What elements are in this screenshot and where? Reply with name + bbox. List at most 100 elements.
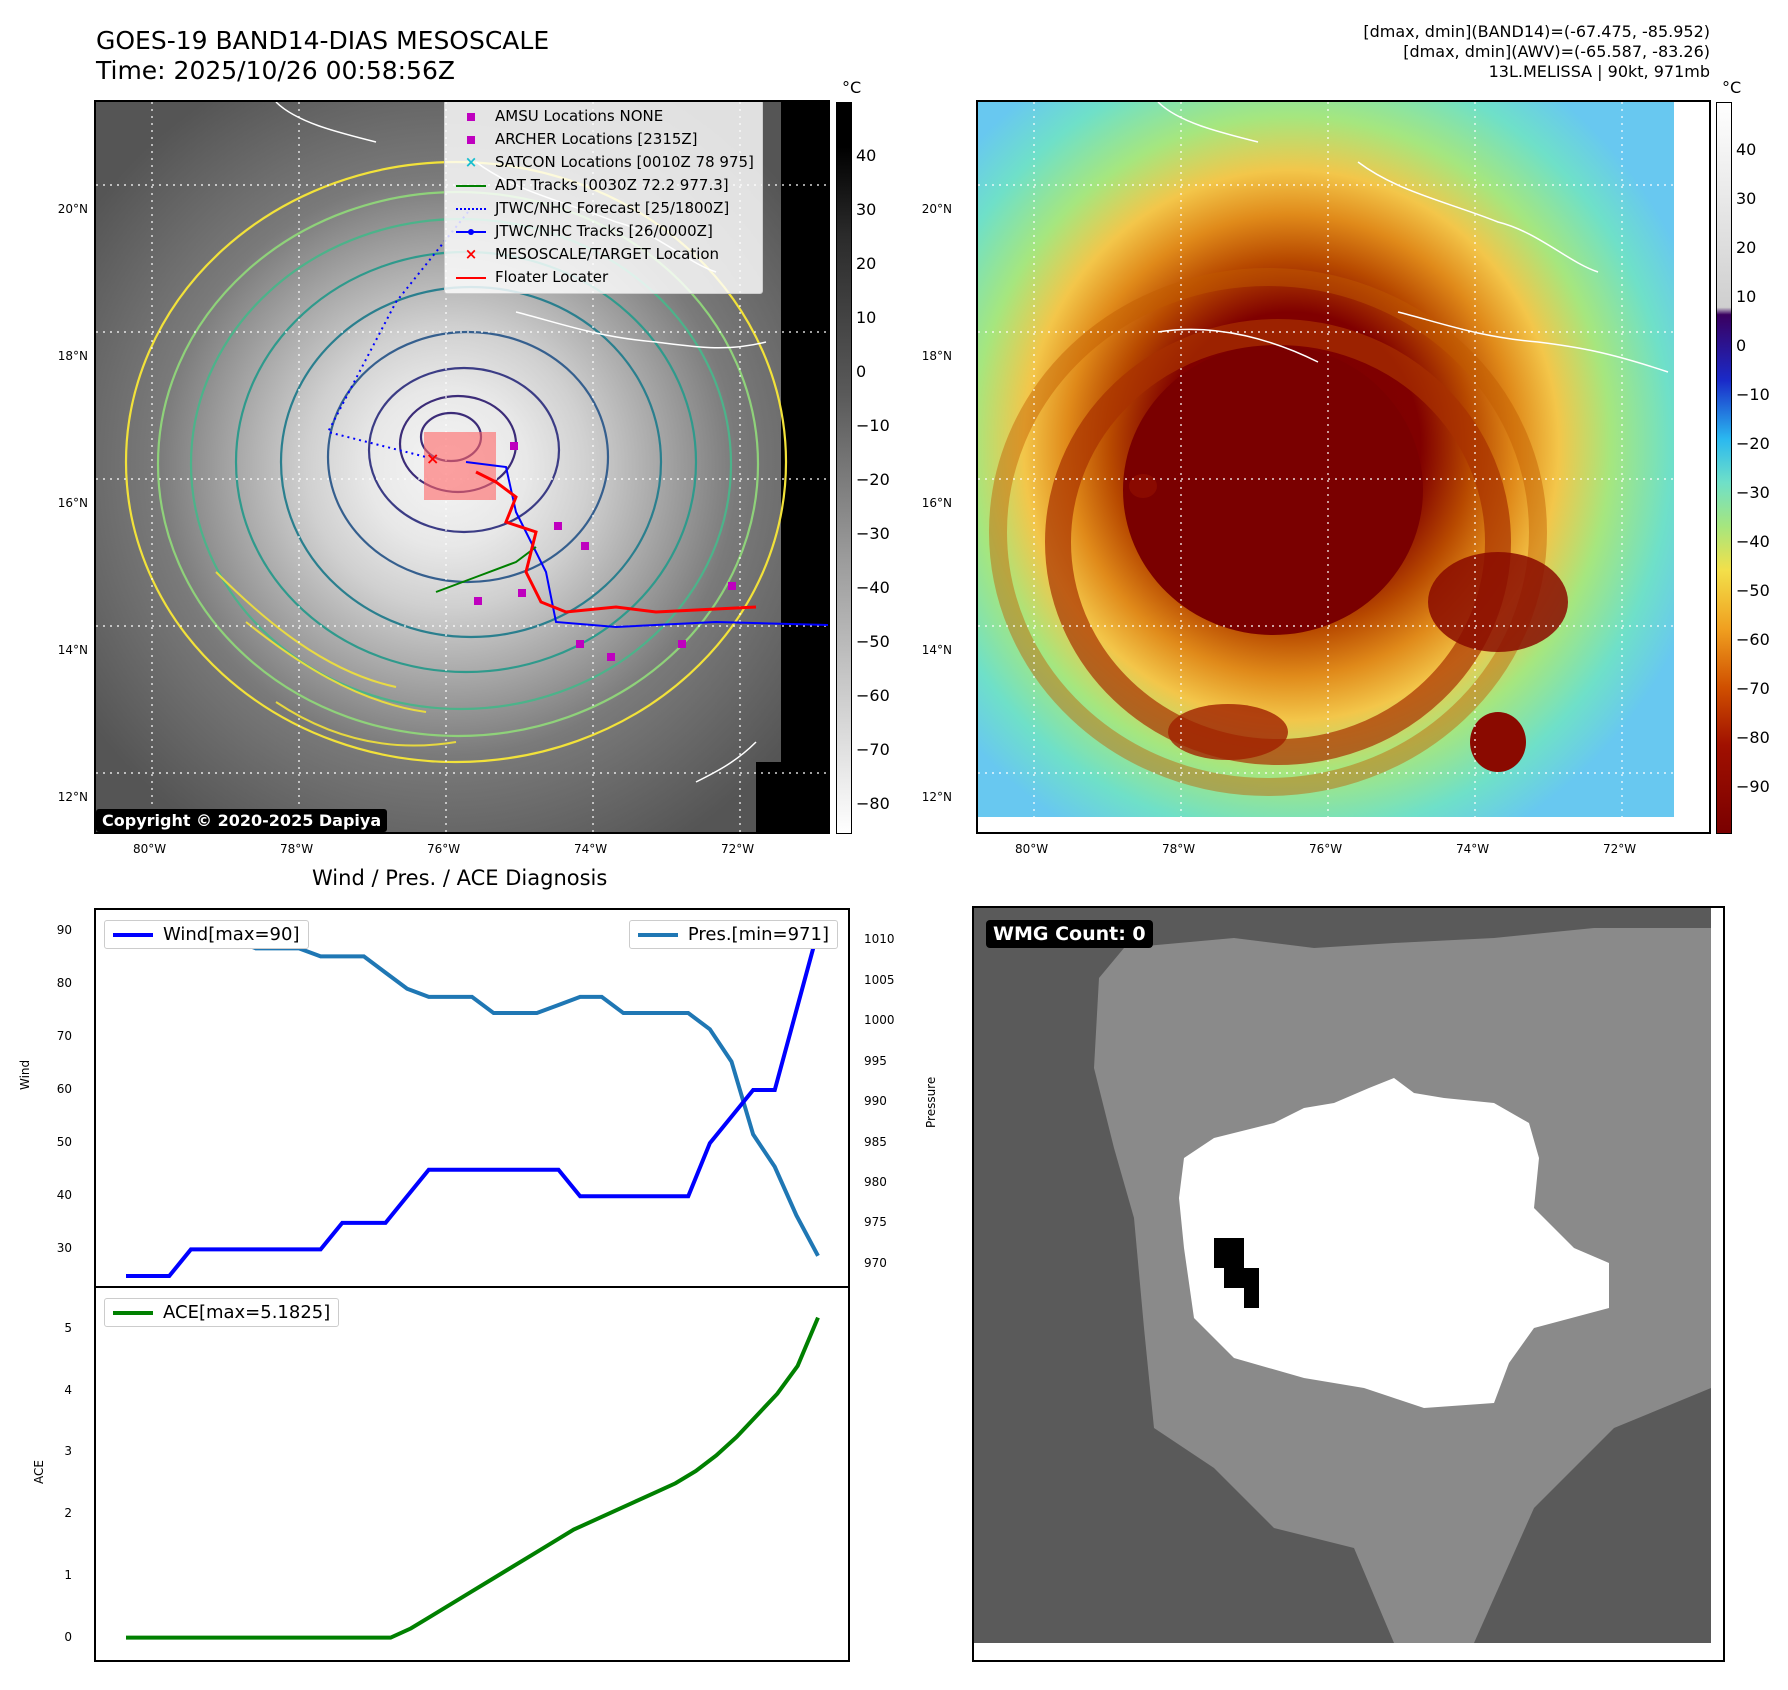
ir-lon-label: 80°W	[133, 842, 167, 856]
copyright-label: Copyright © 2020-2025 Dapiya	[96, 809, 388, 832]
legend-item-amsu: AMSU Locations NONE	[453, 105, 754, 128]
colorbar-tick-label: 20	[1736, 238, 1757, 257]
wind-pressure-plot: Wind[max=90] Pres.[min=971]	[94, 908, 850, 1288]
colorbar-tick-label: −40	[856, 578, 890, 597]
colorbar-tick-label: 30	[856, 200, 877, 219]
stats-line1: [dmax, dmin](BAND14)=(-67.475, -85.952)	[1363, 22, 1710, 41]
stats-line2: [dmax, dmin](AWV)=(-65.587, -83.26)	[1403, 42, 1710, 61]
ir-satellite-panel: × AMSU Locations NONE ARCHER Locations […	[94, 100, 830, 834]
pressure-tick-label: 1000	[864, 1013, 895, 1028]
ir-legend: AMSU Locations NONE ARCHER Locations [23…	[444, 102, 763, 294]
wmg-image	[974, 908, 1711, 1643]
wind-series-line	[126, 930, 820, 1278]
pressure-tick-label: 990	[864, 1094, 887, 1109]
pressure-series-line	[126, 930, 820, 1257]
ace-tick-label: 5	[64, 1320, 72, 1335]
colorbar-tick-label: −80	[1736, 728, 1770, 747]
wind-tick-label: 80	[56, 975, 72, 990]
wind-tick-label: 90	[56, 922, 72, 937]
colorbar-tick-label: −10	[1736, 385, 1770, 404]
colorbar-tick-label: −30	[856, 524, 890, 543]
pressure-legend-label: Pres.[min=971]	[687, 924, 829, 945]
ace-axis-label: ACE	[32, 1460, 46, 1484]
colorbar-tick-label: 10	[856, 308, 877, 327]
wmg-count-label: WMG Count: 0	[986, 920, 1153, 948]
colorbar-tick-label: −70	[1736, 679, 1770, 698]
colorbar-tick-label: 20	[856, 254, 877, 273]
colorbar-tick-label: 0	[1736, 336, 1747, 355]
awv-lat-label: 18°N	[921, 349, 952, 363]
awv-colorbar-unit: °C	[1722, 78, 1742, 97]
pressure-tick-label: 995	[864, 1053, 887, 1068]
colorbar-tick-label: −80	[856, 794, 890, 813]
wind-tick-label: 60	[56, 1082, 72, 1097]
pressure-tick-label: 970	[864, 1255, 887, 1270]
awv-lat-label: 12°N	[921, 790, 952, 804]
legend-item-target: × MESOSCALE/TARGET Location	[464, 245, 720, 263]
legend-item-jtwc-forecast: JTWC/NHC Forecast [25/1800Z]	[453, 197, 754, 220]
pressure-legend: Pres.[min=971]	[628, 920, 838, 949]
wmg-panel: WMG Count: 0	[972, 906, 1725, 1662]
pressure-axis-label: Pressure	[924, 1076, 938, 1128]
awv-lat-label: 20°N	[921, 202, 952, 216]
ir-lon-label: 78°W	[280, 842, 314, 856]
awv-colorbar	[1716, 102, 1732, 834]
ir-lon-label: 76°W	[427, 842, 461, 856]
figure-stats: [dmax, dmin](BAND14)=(-67.475, -85.952) …	[1363, 22, 1710, 82]
colorbar-tick-label: −40	[1736, 532, 1770, 551]
stats-line3: 13L.MELISSA | 90kt, 971mb	[1488, 62, 1710, 81]
ir-lat-label: 14°N	[57, 643, 88, 657]
ace-tick-label: 1	[64, 1567, 72, 1582]
awv-image	[978, 102, 1709, 832]
diagnosis-title: Wind / Pres. / ACE Diagnosis	[312, 866, 608, 890]
pressure-tick-label: 980	[864, 1174, 887, 1189]
colorbar-tick-label: 40	[856, 146, 877, 165]
ir-lon-label: 74°W	[574, 842, 608, 856]
legend-item-jtwc-tracks: JTWC/NHC Tracks [26/0000Z]	[453, 220, 754, 243]
target-marker: ×	[426, 449, 439, 468]
ace-legend: ACE[max=5.1825]	[104, 1298, 340, 1327]
ir-lat-label: 12°N	[57, 790, 88, 804]
colorbar-tick-label: −50	[1736, 581, 1770, 600]
colorbar-tick-label: −90	[1736, 777, 1770, 796]
figure-title: GOES-19 BAND14-DIAS MESOSCALE Time: 2025…	[96, 26, 549, 86]
ace-legend-label: ACE[max=5.1825]	[163, 1302, 331, 1323]
ace-series-line	[126, 1316, 820, 1640]
awv-lon-label: 76°W	[1309, 842, 1343, 856]
ir-lat-label: 20°N	[57, 202, 88, 216]
awv-lon-label: 78°W	[1162, 842, 1196, 856]
colorbar-tick-label: −50	[856, 632, 890, 651]
colorbar-tick-label: −60	[1736, 630, 1770, 649]
wind-tick-label: 30	[56, 1241, 72, 1256]
awv-lon-label: 80°W	[1015, 842, 1049, 856]
ir-lon-label: 72°W	[721, 842, 755, 856]
pressure-tick-label: 1010	[864, 932, 895, 947]
ace-tick-label: 4	[64, 1382, 72, 1397]
legend-item-adt: ADT Tracks [0030Z 72.2 977.3]	[453, 174, 754, 197]
legend-item-archer: ARCHER Locations [2315Z]	[453, 128, 754, 151]
colorbar-tick-label: 40	[1736, 140, 1757, 159]
awv-lon-label: 72°W	[1603, 842, 1637, 856]
ir-colorbar	[836, 102, 852, 834]
wind-tick-label: 50	[56, 1135, 72, 1150]
awv-satellite-panel	[976, 100, 1711, 834]
ace-plot: ACE[max=5.1825]	[94, 1286, 850, 1662]
colorbar-tick-label: 30	[1736, 189, 1757, 208]
colorbar-tick-label: 10	[1736, 287, 1757, 306]
colorbar-tick-label: −30	[1736, 483, 1770, 502]
pressure-tick-label: 985	[864, 1134, 887, 1149]
ir-lat-label: 18°N	[57, 349, 88, 363]
pressure-tick-label: 975	[864, 1215, 887, 1230]
wind-tick-label: 40	[56, 1188, 72, 1203]
wind-legend-label: Wind[max=90]	[163, 924, 300, 945]
legend-item-floater: Floater Locater	[453, 266, 754, 289]
awv-lat-label: 16°N	[921, 496, 952, 510]
colorbar-tick-label: 0	[856, 362, 867, 381]
ace-tick-label: 3	[64, 1444, 72, 1459]
awv-lat-label: 14°N	[921, 643, 952, 657]
legend-item-satcon: × SATCON Locations [0010Z 78 975]	[464, 153, 754, 171]
pressure-tick-label: 1005	[864, 972, 895, 987]
title-line1: GOES-19 BAND14-DIAS MESOSCALE	[96, 26, 550, 55]
colorbar-tick-label: −60	[856, 686, 890, 705]
awv-lon-label: 74°W	[1456, 842, 1490, 856]
